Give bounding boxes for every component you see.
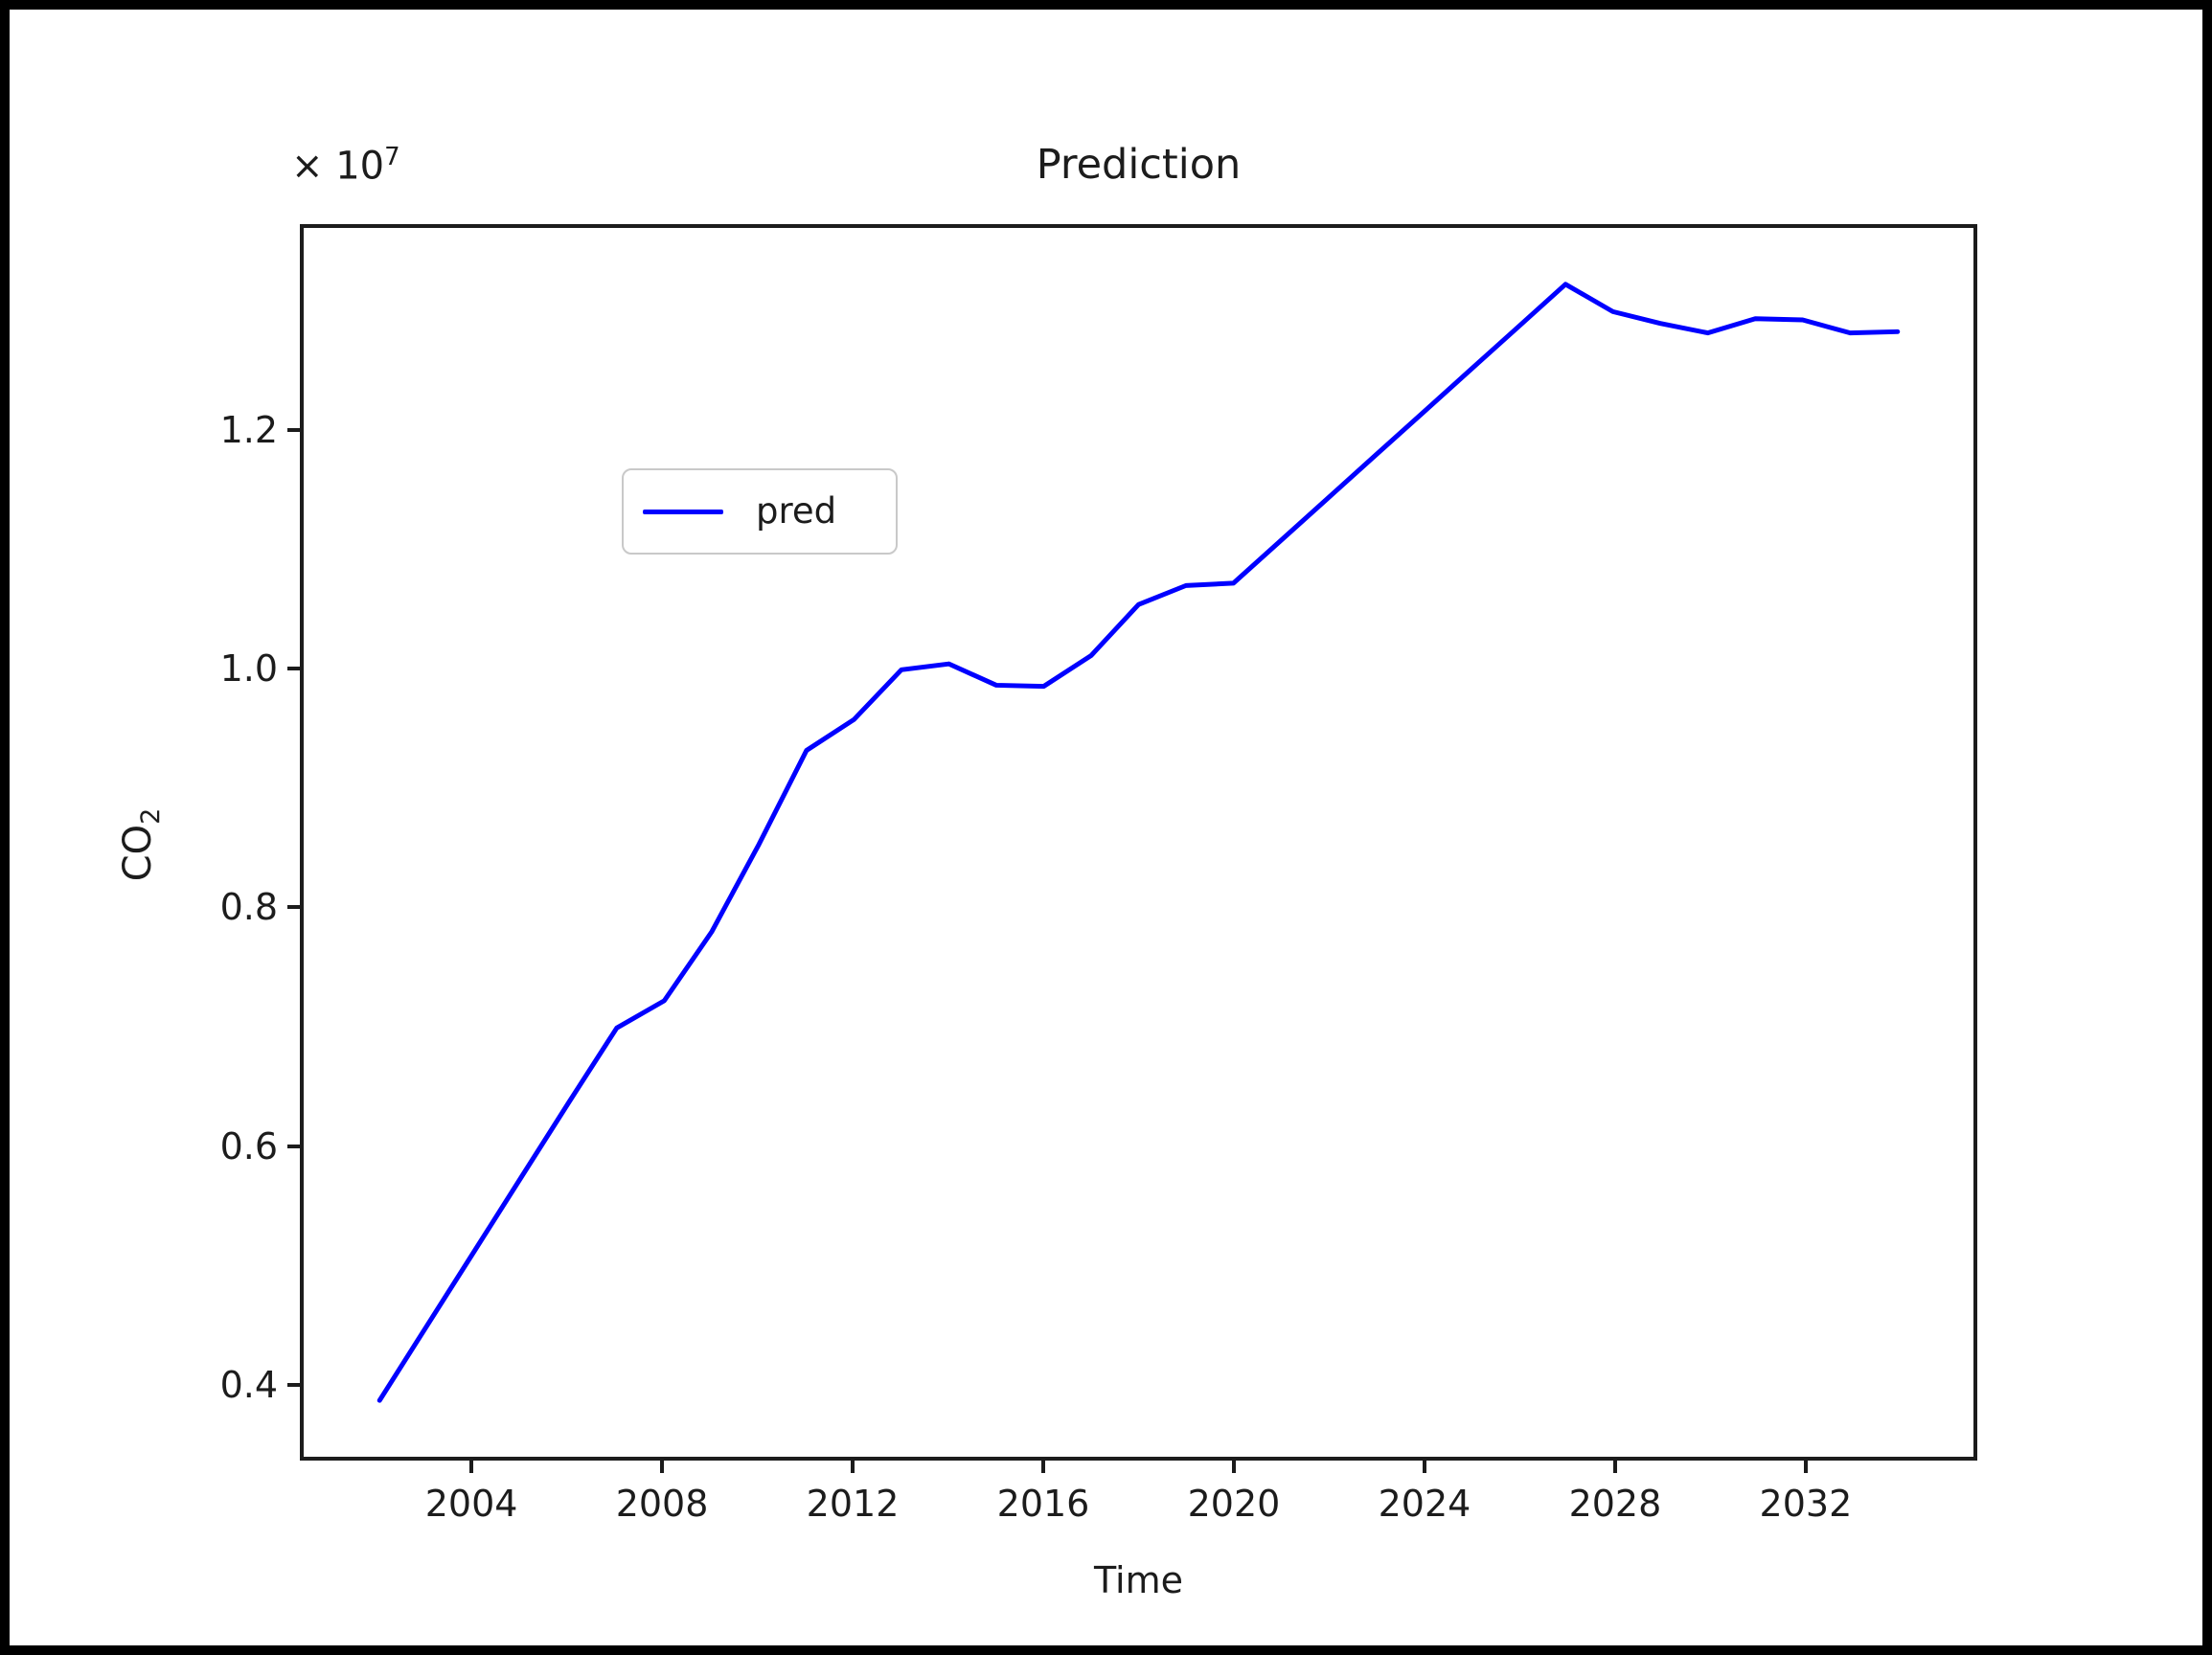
x-tick-label: 2024 <box>1378 1483 1471 1525</box>
y-axis-label-base: CO <box>116 824 160 882</box>
legend-label: pred <box>756 490 837 532</box>
pred-line <box>376 282 1901 1403</box>
legend: pred <box>622 468 898 555</box>
y-tick-mark <box>287 427 300 432</box>
x-tick-mark <box>851 1461 855 1473</box>
plot-area: pred <box>300 224 1977 1461</box>
y-tick-mark <box>287 667 300 671</box>
x-tick-label: 2016 <box>996 1483 1090 1525</box>
x-tick-label: 2004 <box>424 1483 518 1525</box>
y-tick-mark <box>287 1144 300 1148</box>
y-axis-label-subscript: 2 <box>136 807 166 825</box>
x-tick-label: 2012 <box>806 1483 900 1525</box>
x-tick-label: 2008 <box>615 1483 709 1525</box>
chart-title: Prediction <box>1036 141 1242 189</box>
line-chart-canvas <box>376 282 1901 1403</box>
legend-line-sample <box>643 509 723 514</box>
x-axis-label: Time <box>1094 1559 1183 1601</box>
x-tick-mark <box>1231 1461 1236 1473</box>
y-tick-label: 0.8 <box>219 886 278 929</box>
offset-base: × 10 <box>291 144 385 189</box>
x-tick-mark <box>1803 1461 1808 1473</box>
y-tick-label: 1.2 <box>219 408 278 451</box>
x-tick-label: 2020 <box>1187 1483 1281 1525</box>
y-tick-label: 1.0 <box>219 647 278 691</box>
y-tick-label: 0.6 <box>219 1124 278 1168</box>
y-axis-label: CO2 <box>116 808 166 882</box>
x-tick-mark <box>1422 1461 1426 1473</box>
x-tick-mark <box>1041 1461 1045 1473</box>
x-tick-mark <box>660 1461 665 1473</box>
y-axis-offset-text: × 107 <box>291 136 400 187</box>
x-tick-label: 2032 <box>1759 1483 1853 1525</box>
x-tick-mark <box>1612 1461 1617 1473</box>
y-tick-mark <box>287 905 300 910</box>
y-tick-mark <box>287 1382 300 1387</box>
x-tick-label: 2028 <box>1568 1483 1662 1525</box>
offset-exponent: 7 <box>384 143 400 171</box>
x-tick-mark <box>469 1461 474 1473</box>
y-tick-label: 0.4 <box>219 1363 278 1406</box>
